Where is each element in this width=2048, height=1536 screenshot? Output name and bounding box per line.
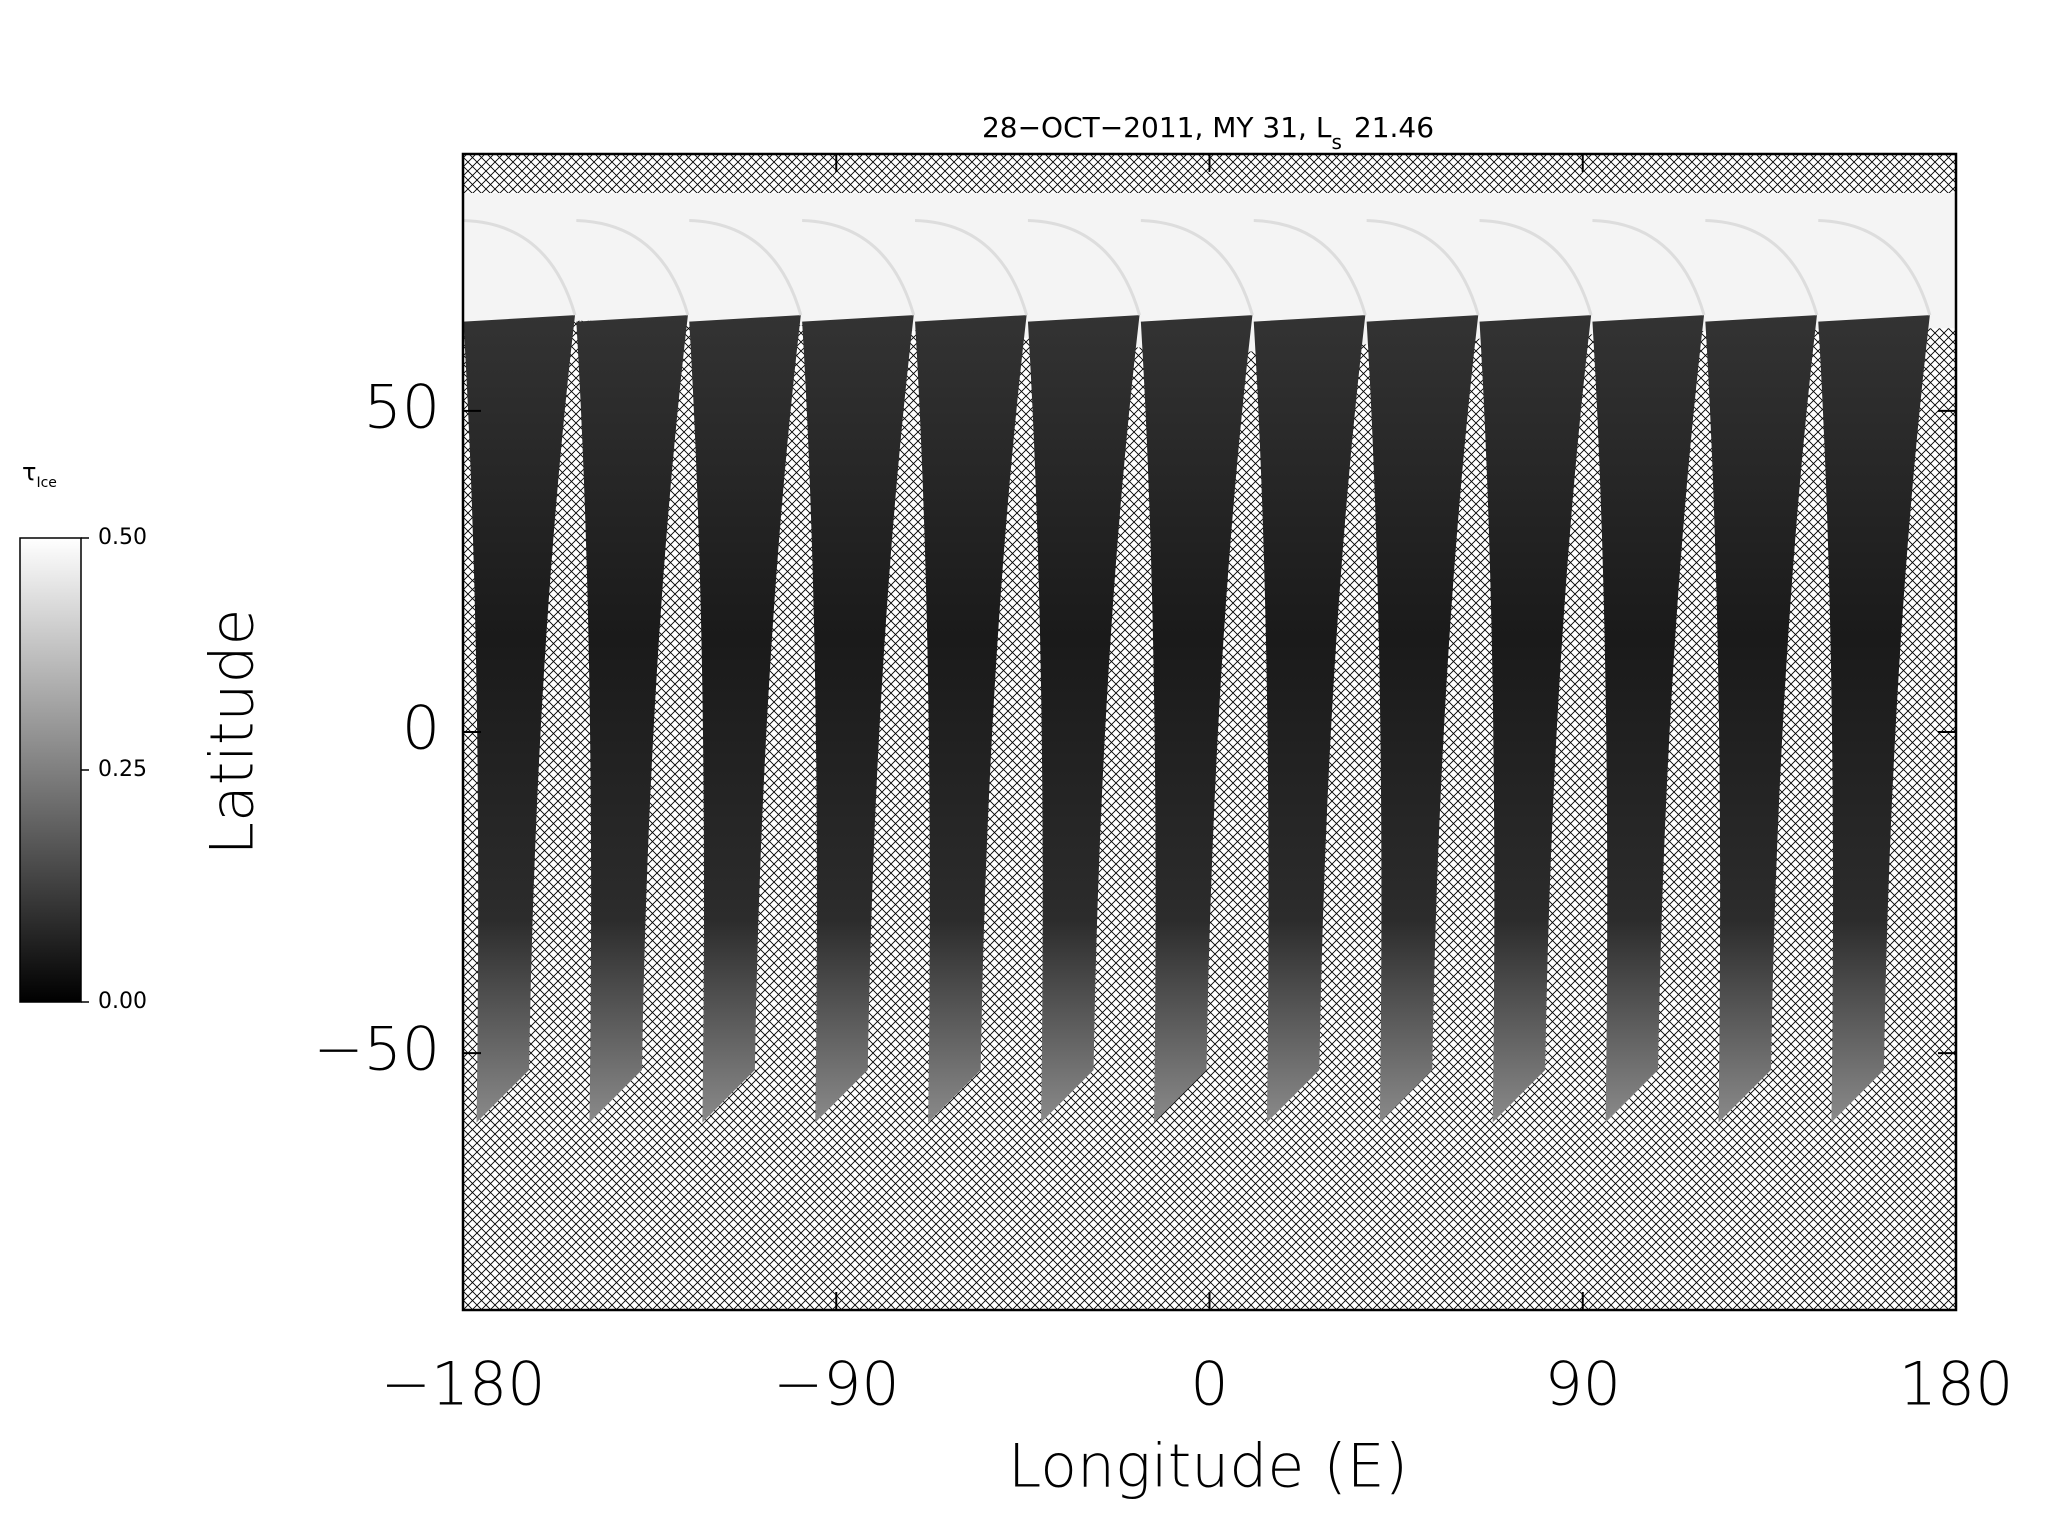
swath (1027, 315, 1140, 1123)
x-axis-label: Longitude (E) (1008, 1432, 1408, 1502)
swath (1592, 315, 1705, 1123)
swath-arc (689, 219, 803, 316)
y-tick-label: 0 (402, 694, 440, 764)
swath (1479, 315, 1592, 1123)
polar-cap (463, 192, 1956, 355)
swath (915, 315, 1027, 1123)
swath-arc (576, 219, 690, 316)
swath-arc (1366, 219, 1480, 316)
swath (1818, 315, 1930, 1123)
swath (689, 315, 801, 1123)
swath (1140, 315, 1253, 1123)
swath (1253, 315, 1366, 1123)
swath (1366, 315, 1479, 1123)
swath-arc (1818, 219, 1932, 316)
swath (802, 315, 914, 1123)
colorbar (19, 537, 82, 1003)
swath-arc (1140, 219, 1254, 316)
swath-arc (914, 219, 1029, 316)
swath (463, 315, 576, 1123)
swath-arc (1027, 219, 1141, 316)
y-axis-label: Latitude (198, 609, 268, 856)
swath (576, 315, 688, 1123)
swath-arc (1479, 219, 1593, 316)
colorbar-tick-label: 0.00 (98, 989, 147, 1014)
y-tick-label: −50 (313, 1015, 440, 1085)
x-tick-label: −180 (381, 1350, 546, 1420)
x-tick-label: 90 (1545, 1350, 1621, 1420)
colorbar-label: τIce (22, 458, 57, 491)
x-tick-label: −90 (773, 1350, 900, 1420)
colorbar-tick-label: 0.25 (98, 757, 147, 782)
swath-arc (1592, 219, 1706, 316)
chart-title: 28−OCT−2011, MY 31, Ls 21.46 (982, 111, 1434, 154)
swath-arc (802, 219, 916, 316)
swath-imagery (463, 192, 1956, 1123)
colorbar-tick-label: 0.50 (98, 525, 147, 550)
x-tick-label: 180 (1899, 1350, 2014, 1420)
x-tick-label: 0 (1190, 1350, 1228, 1420)
swath-arc (1705, 219, 1819, 316)
swath (1705, 315, 1817, 1123)
swath-arc (1253, 219, 1367, 316)
y-tick-label: 50 (364, 372, 440, 442)
swath-arc (463, 219, 577, 316)
